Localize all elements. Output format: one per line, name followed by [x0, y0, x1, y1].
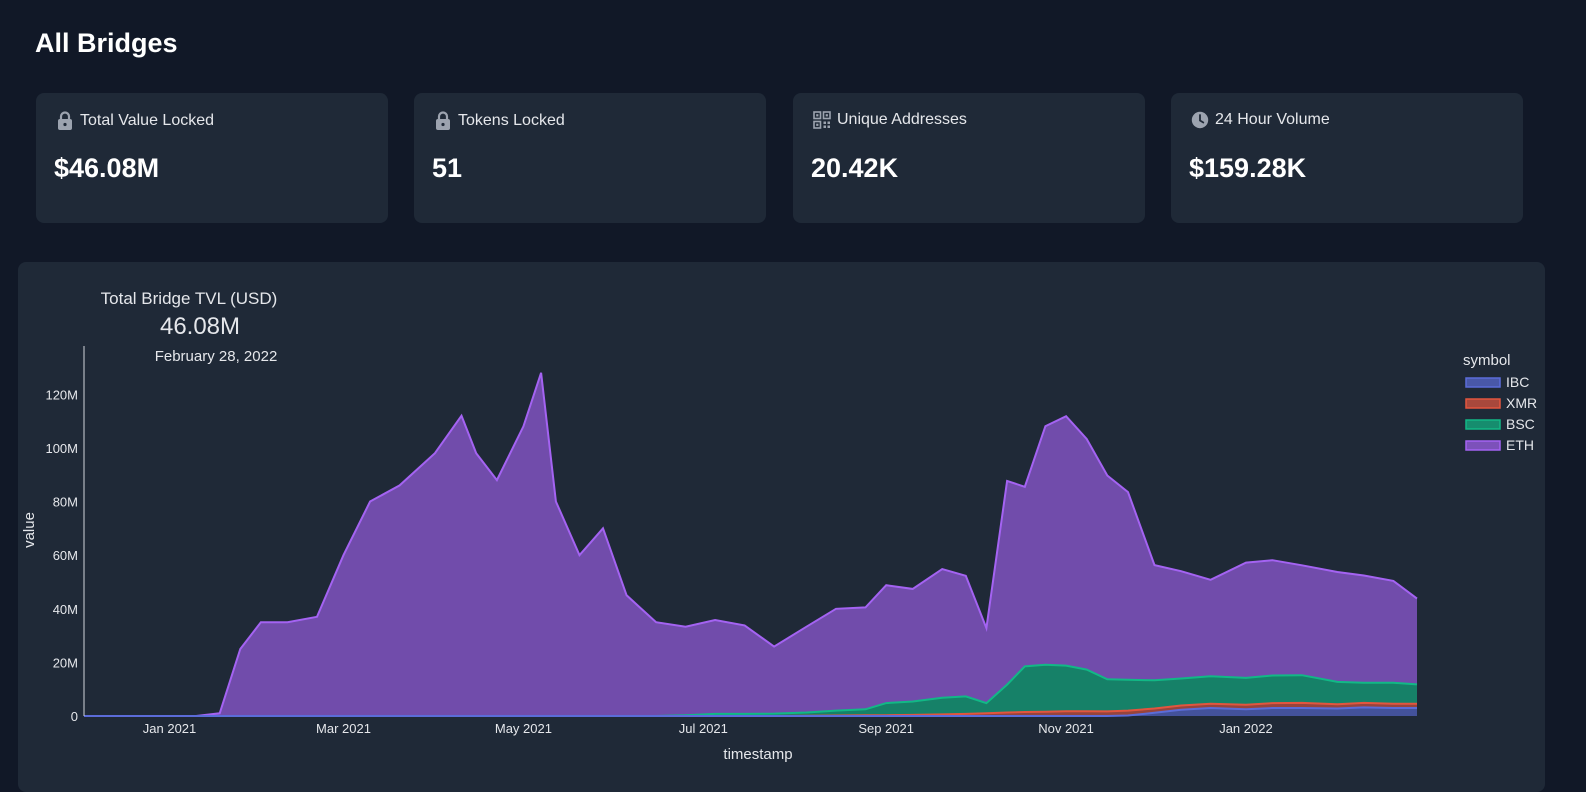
chart-title: Total Bridge TVL (USD) [101, 289, 278, 308]
y-tick-label: 120M [45, 387, 78, 402]
chart-headline-value: 46.08M [160, 313, 240, 340]
legend-label-eth: ETH [1506, 437, 1534, 453]
stat-card-total-value-locked: Total Value Locked $46.08M [36, 93, 388, 223]
x-tick-label: Mar 2021 [316, 721, 371, 736]
y-axis: 0 20M 40M 60M 80M 100M 120M [45, 346, 85, 724]
line-eth [84, 372, 1418, 717]
qr-code-icon [813, 111, 831, 129]
page-title: All Bridges [35, 28, 178, 58]
stat-value: $46.08M [54, 153, 160, 183]
chart-panel: 0 20M 40M 60M 80M 100M 120M Jan 2021 Mar 2021 Ma… [18, 262, 1545, 792]
area-xmr [84, 702, 1417, 716]
x-axis-title: timestamp [723, 746, 792, 763]
area-bsc [84, 664, 1417, 716]
x-tick-label: Jan 2022 [1219, 721, 1273, 736]
y-axis-title: value [21, 512, 38, 548]
stat-card-header: Unique Addresses [813, 111, 967, 129]
x-tick-label: May 2021 [495, 721, 552, 736]
tvl-area-chart: 0 20M 40M 60M 80M 100M 120M Jan 2021 Mar 2021 Ma… [21, 289, 1537, 763]
lock-icon [434, 111, 452, 131]
legend: symbol IBC XMR BSC ETH [1463, 352, 1537, 453]
stat-card-header: Total Value Locked [56, 111, 214, 131]
legend-label-xmr: XMR [1506, 395, 1537, 411]
x-tick-label: Sep 2021 [858, 721, 914, 736]
stat-card-header: Tokens Locked [434, 111, 565, 131]
stat-label: Total Value Locked [80, 112, 215, 129]
legend-label-ibc: IBC [1506, 374, 1529, 390]
stat-label: 24 Hour Volume [1215, 111, 1330, 128]
y-tick-label: 80M [53, 495, 78, 510]
y-tick-label: 100M [45, 441, 78, 456]
stat-value: $159.28K [1189, 153, 1307, 183]
x-axis: Jan 2021 Mar 2021 May 2021 Jul 2021 Sep 2021… [143, 721, 1273, 736]
clock-icon [1191, 111, 1209, 129]
plot-area [84, 372, 1418, 717]
legend-swatch-bsc [1465, 419, 1501, 430]
lock-icon [56, 111, 74, 131]
chart-headline-date: February 28, 2022 [155, 348, 278, 365]
y-tick-label: 60M [53, 548, 78, 563]
stat-label: Unique Addresses [837, 111, 967, 128]
stat-value: 20.42K [811, 153, 899, 183]
line-ibc [84, 706, 1417, 717]
y-tick-label: 40M [53, 602, 78, 617]
stat-card-tokens-locked: Tokens Locked 51 [414, 93, 766, 223]
y-tick-label: 0 [71, 709, 78, 724]
stat-card-24-hour-volume: 24 Hour Volume $159.28K [1171, 93, 1523, 223]
x-tick-label: Jan 2021 [143, 721, 197, 736]
legend-title: symbol [1463, 352, 1511, 369]
area-eth [84, 372, 1417, 716]
legend-label-bsc: BSC [1506, 416, 1535, 432]
legend-swatch-xmr [1465, 398, 1501, 409]
legend-swatch-eth [1465, 440, 1501, 451]
stat-card-unique-addresses: Unique Addresses 20.42K [793, 93, 1145, 223]
stat-card-header: 24 Hour Volume [1191, 111, 1330, 129]
legend-swatch-ibc [1465, 377, 1501, 388]
x-tick-label: Nov 2021 [1038, 721, 1094, 736]
stat-value: 51 [432, 153, 463, 183]
x-tick-label: Jul 2021 [679, 721, 728, 736]
stat-label: Tokens Locked [458, 112, 565, 129]
y-tick-label: 20M [53, 655, 78, 670]
